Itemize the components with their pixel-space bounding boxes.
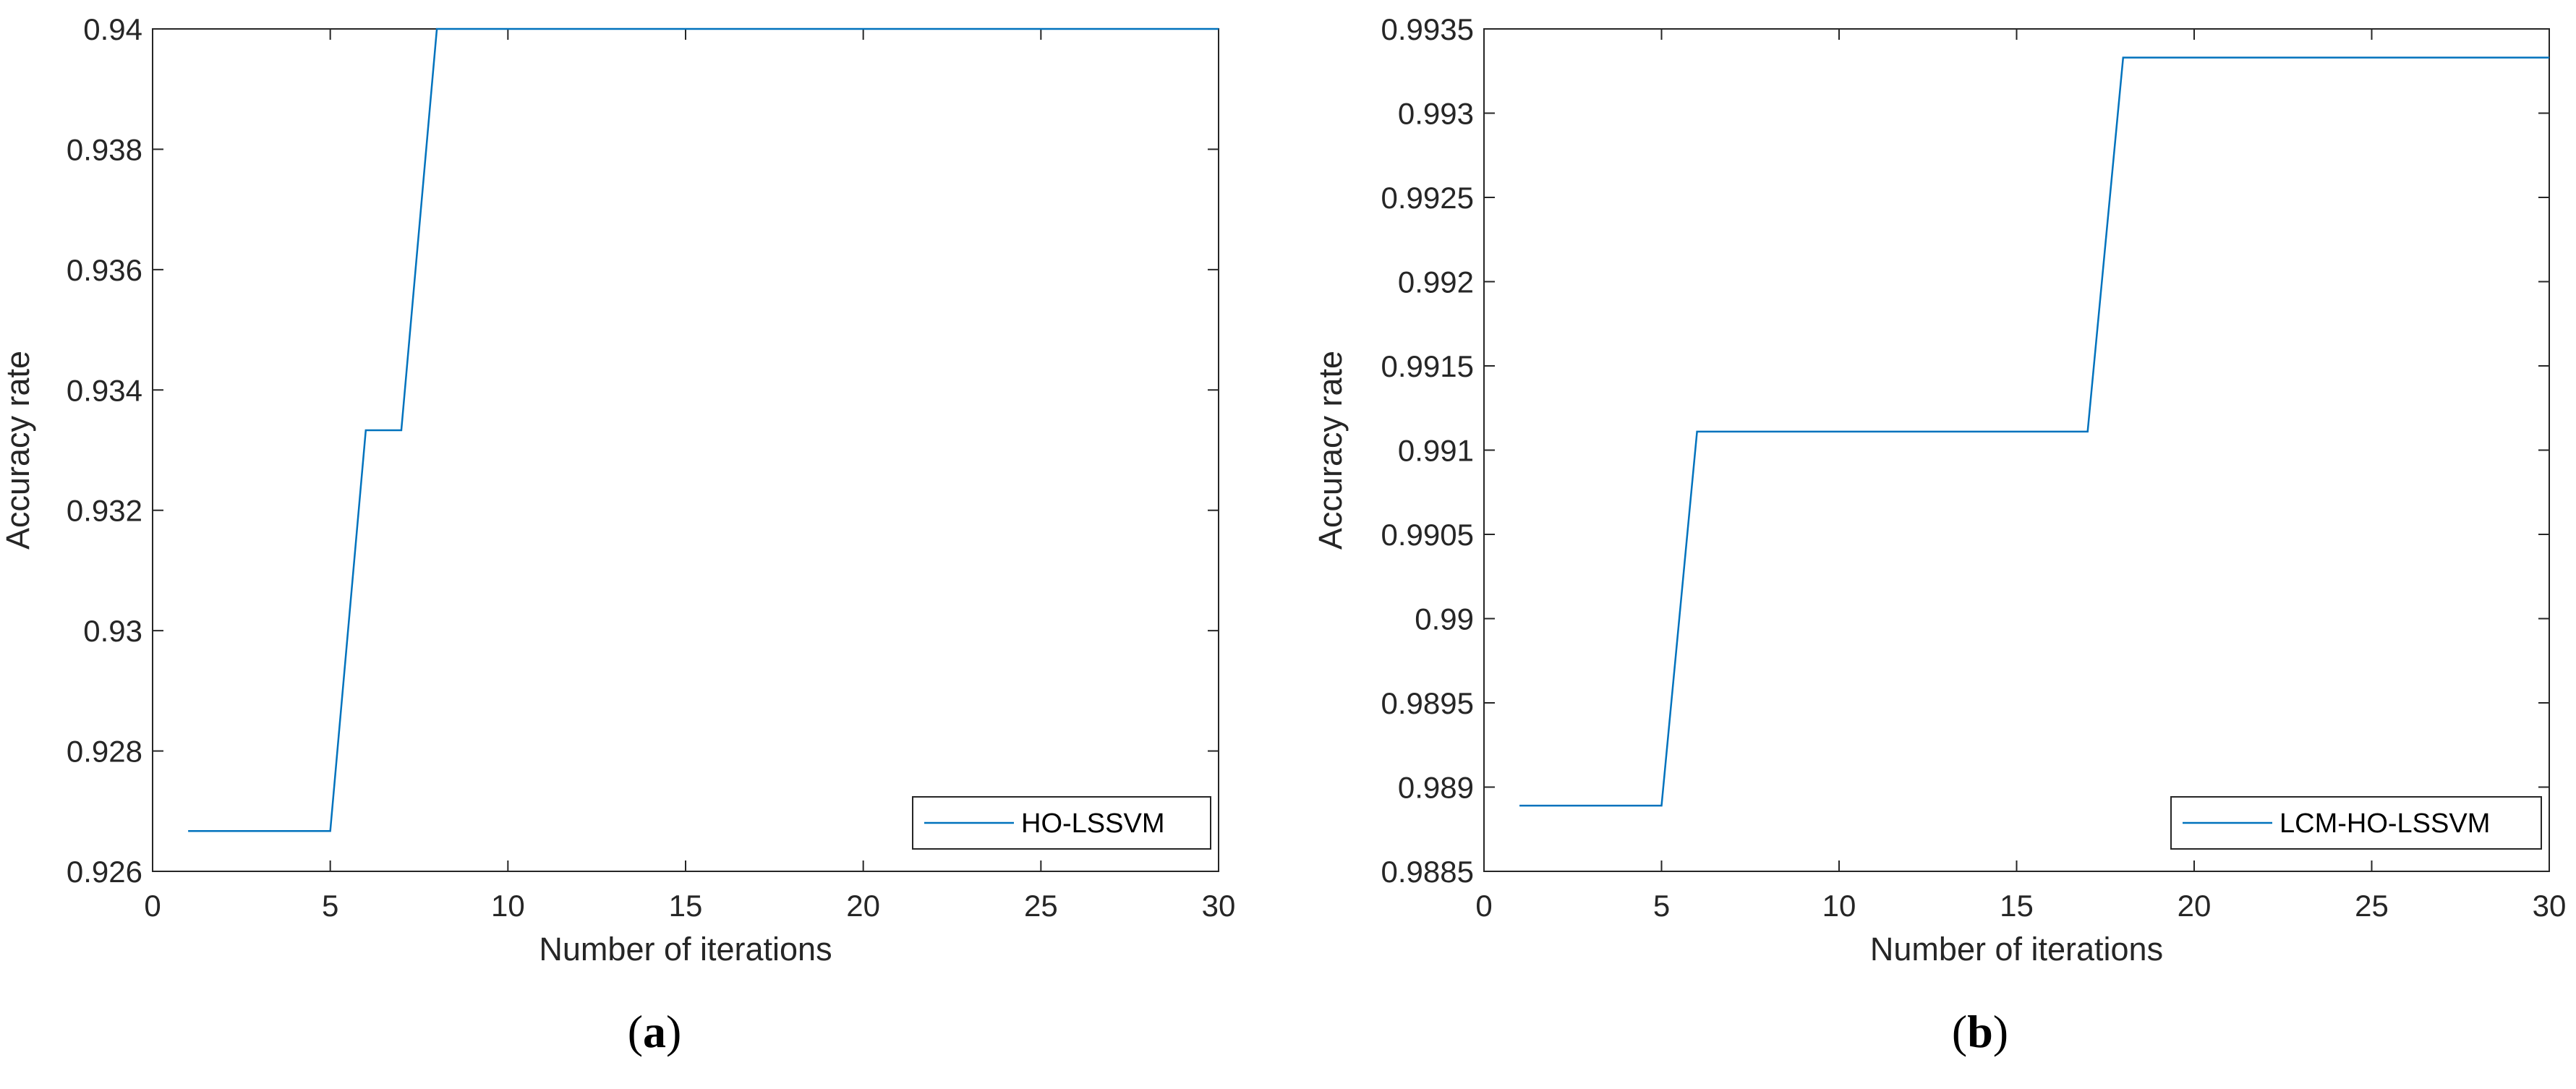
legend: HO-LSSVM [912, 796, 1211, 850]
x-tick-label: 20 [846, 889, 880, 923]
y-tick-label: 0.9925 [1381, 181, 1474, 215]
x-tick-label: 30 [1202, 889, 1236, 923]
y-tick-label: 0.9885 [1381, 855, 1474, 889]
chart-panel-b: 0 5 10 15 20 25 30 0.9885 0.989 0.9895 0.99 0.9905 0… [1312, 12, 2566, 1057]
y-tick-label: 0.991 [1398, 434, 1474, 468]
y-tick-label: 0.938 [67, 132, 142, 166]
x-axis-title: Number of iterations [539, 931, 832, 968]
series-line-lcm-ho-lssvm [1519, 56, 2549, 807]
x-tick-label: 20 [2178, 889, 2212, 923]
y-tick-label: 0.926 [67, 855, 142, 889]
y-tick-label: 0.93 [83, 614, 142, 648]
caption-letter: a [643, 1006, 666, 1057]
legend: LCM-HO-LSSVM [2170, 796, 2542, 850]
x-axis-title: Number of iterations [1870, 931, 2163, 968]
y-tick-label: 0.9895 [1381, 686, 1474, 720]
y-tick-label: 0.989 [1398, 771, 1474, 805]
y-tick-label: 0.932 [67, 494, 142, 528]
x-tick-label: 5 [1653, 889, 1670, 923]
x-tick-label: 25 [2355, 889, 2389, 923]
legend-label: LCM-HO-LSSVM [2279, 808, 2490, 839]
legend-label: HO-LSSVM [1021, 808, 1164, 839]
x-tick-label: 25 [1024, 889, 1058, 923]
x-tick-label: 10 [1822, 889, 1856, 923]
panel-caption: (b) [1952, 1006, 2008, 1057]
y-axis-title: Accuracy rate [0, 351, 36, 550]
x-tick-label: 0 [144, 889, 161, 923]
y-tick-label: 0.9935 [1381, 12, 1474, 46]
plot-area [152, 28, 1219, 872]
series-line-ho-lssvm [188, 27, 1219, 832]
panel-caption: (a) [628, 1006, 682, 1057]
x-tick-label: 0 [1475, 889, 1492, 923]
y-axis-title: Accuracy rate [1312, 351, 1349, 550]
y-tick-label: 0.934 [67, 373, 142, 407]
y-tick-label: 0.928 [67, 735, 142, 769]
x-tick-label: 10 [491, 889, 525, 923]
y-tick-label: 0.99 [1415, 602, 1474, 636]
chart-panel-a: 0 5 10 15 20 25 30 0.926 0.928 0.93 0.932 0.934 0.93… [0, 12, 1235, 1057]
caption-letter: b [1967, 1006, 1993, 1057]
y-tick-label: 0.936 [67, 253, 142, 287]
y-tick-label: 0.9905 [1381, 518, 1474, 552]
y-tick-label: 0.992 [1398, 265, 1474, 299]
x-tick-label: 15 [669, 889, 703, 923]
x-tick-label: 30 [2533, 889, 2567, 923]
x-tick-label: 15 [2000, 889, 2034, 923]
x-tick-label: 5 [322, 889, 338, 923]
plot-area [1483, 28, 2550, 872]
y-tick-label: 0.94 [83, 12, 142, 46]
y-tick-label: 0.993 [1398, 97, 1474, 131]
y-tick-label: 0.9915 [1381, 349, 1474, 383]
